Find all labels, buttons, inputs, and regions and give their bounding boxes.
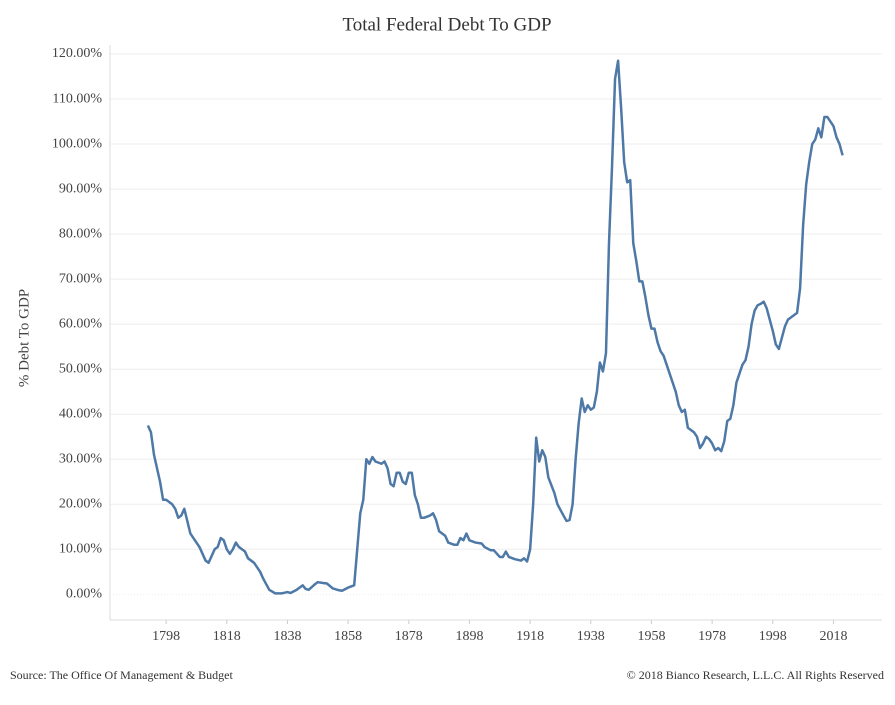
x-tick-label: 1938	[577, 629, 605, 644]
y-tick-label: 70.00%	[59, 271, 103, 286]
x-tick-label: 1818	[213, 629, 241, 644]
x-tick-label: 1958	[637, 629, 665, 644]
y-tick-label: 80.00%	[59, 226, 103, 241]
y-tick-label: 50.00%	[59, 361, 103, 376]
y-tick-label: 90.00%	[59, 181, 103, 196]
x-tick-label: 1838	[273, 629, 301, 644]
line	[146, 59, 844, 595]
chart-title: Total Federal Debt To GDP	[342, 14, 551, 35]
y-tick-label: 10.00%	[59, 542, 103, 557]
y-tick-label: 100.00%	[52, 136, 103, 151]
y-tick-label: 60.00%	[59, 316, 103, 331]
x-tick-label: 1858	[334, 629, 362, 644]
y-tick-label: 30.00%	[59, 451, 103, 466]
x-tick-label: 1878	[395, 629, 423, 644]
y-tick-label: 40.00%	[59, 406, 103, 421]
x-tick-label: 2018	[819, 629, 847, 644]
y-axis-label: % Debt To GDP	[16, 289, 32, 387]
copyright: © 2018 Bianco Research, L.L.C. All Right…	[627, 668, 884, 682]
y-tick-label: 0.00%	[66, 587, 103, 602]
y-tick-label: 110.00%	[52, 91, 102, 106]
x-tick-label: 1898	[455, 629, 483, 644]
source: Source: The Office Of Management & Budge…	[10, 668, 233, 682]
x-tick-label: 1918	[516, 629, 544, 644]
x-tick-label: 1998	[759, 629, 787, 644]
y-tick-label: 120.00%	[52, 46, 103, 61]
y-tick-label: 20.00%	[59, 496, 103, 511]
x-tick-label: 1798	[152, 629, 180, 644]
x-tick-label: 1978	[698, 629, 726, 644]
